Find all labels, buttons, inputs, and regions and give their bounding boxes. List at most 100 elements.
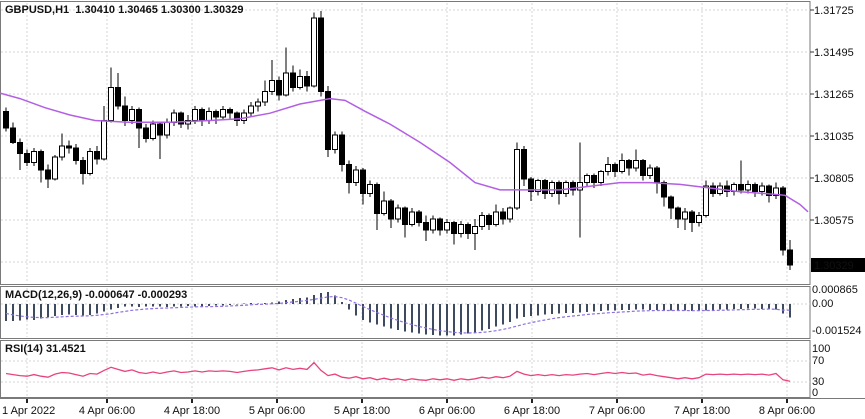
bear-candle: [38, 151, 44, 171]
bear-candle: [45, 169, 51, 180]
macd-signal-line: [5, 295, 791, 334]
time-axis-label: 6 Apr 06:00: [419, 405, 475, 417]
bear-candle: [528, 178, 534, 193]
price-axis-label: 1.31035: [814, 131, 854, 143]
rsi-axis-label: 100: [812, 343, 830, 355]
macd-histogram: [5, 291, 791, 336]
bear-candle: [465, 224, 471, 235]
chart-title-ohlc: GBPUSD,H1 1.30410 1.30465 1.30300 1.3032…: [5, 4, 244, 16]
bull-candle: [150, 123, 156, 140]
macd-axis-label: 0.00: [812, 298, 833, 310]
bull-candle: [297, 76, 303, 89]
bull-candle: [458, 224, 464, 235]
bull-candle: [31, 151, 37, 163]
bull-candle: [381, 200, 387, 215]
bull-candle: [633, 160, 639, 169]
bull-candle: [52, 156, 58, 180]
bull-candle: [395, 207, 401, 220]
macd-axis-label: 0.000865: [812, 284, 858, 296]
bear-candle: [451, 222, 457, 235]
time-axis-label: 4 Apr 18:00: [164, 405, 220, 417]
time-axis-label: 5 Apr 18:00: [334, 405, 390, 417]
bear-candle: [738, 183, 744, 191]
bear-candle: [276, 79, 282, 96]
rsi-panel[interactable]: [0, 340, 811, 398]
bull-candle: [682, 211, 688, 220]
bull-candle: [549, 182, 555, 195]
bear-candle: [710, 185, 716, 195]
bear-candle: [787, 249, 793, 266]
time-axis-label: 4 Apr 06:00: [79, 405, 135, 417]
bull-candle: [605, 163, 611, 173]
bear-candle: [157, 123, 163, 136]
bull-candle: [269, 79, 275, 92]
bull-candle: [619, 160, 625, 173]
time-axis-label: 5 Apr 06:00: [249, 405, 305, 417]
bear-candle: [437, 218, 443, 231]
bear-candle: [388, 200, 394, 220]
bear-candle: [199, 109, 205, 121]
bear-candle: [213, 110, 219, 118]
time-axis[interactable]: 1 Apr 2022 4 Apr 06:00 4 Apr 18:00 5 Apr 06…: [0, 398, 865, 418]
moving-average-line: [0, 92, 809, 213]
bull-candle: [696, 214, 702, 224]
bear-candle: [346, 163, 352, 184]
bull-candle: [472, 225, 478, 235]
bear-candle: [73, 147, 79, 162]
main-panel[interactable]: [0, 1, 811, 285]
bull-candle: [129, 109, 135, 121]
bull-candle: [409, 211, 415, 226]
bear-candle: [360, 169, 366, 195]
price-axis-label: 1.31725: [814, 5, 854, 17]
bear-candle: [780, 187, 786, 251]
bear-candle: [402, 207, 408, 226]
bear-candle: [416, 211, 422, 224]
bear-candle: [570, 182, 576, 191]
price-axis-label: 1.30805: [814, 173, 854, 185]
bull-candle: [255, 101, 261, 107]
bull-candle: [703, 185, 709, 216]
bear-candle: [325, 90, 331, 151]
bear-candle: [227, 109, 233, 114]
bear-candle: [612, 163, 618, 173]
bear-candle: [115, 87, 121, 107]
bear-candle: [542, 180, 548, 195]
macd-indicator-label: MACD(12,26,9) -0.000647 -0.000293: [5, 289, 188, 301]
bull-candle: [444, 222, 450, 231]
price-axis[interactable]: 1.31725 1.31495 1.31265 1.31035 1.30805 1.305…: [810, 5, 865, 272]
bear-candle: [668, 196, 674, 209]
rsi-axis-label: 30: [812, 376, 824, 388]
bear-candle: [178, 112, 184, 125]
bear-candle: [640, 160, 646, 176]
candles: [3, 10, 793, 271]
bear-candle: [136, 109, 142, 129]
price-axis-label: 1.31495: [814, 47, 854, 59]
bull-candle: [171, 112, 177, 123]
bull-candle: [101, 119, 107, 160]
bull-candle: [248, 105, 254, 114]
time-axis-label: 7 Apr 18:00: [674, 405, 730, 417]
bull-candle: [773, 187, 779, 196]
rsi-indicator-label: RSI(14) 31.4521: [5, 343, 86, 355]
rsi-axis-label: 0: [812, 387, 818, 399]
bull-candle: [535, 180, 541, 193]
bear-candle: [304, 76, 310, 87]
time-axis-label: 7 Apr 06:00: [589, 405, 645, 417]
bull-candle: [479, 214, 485, 227]
bear-candle: [689, 211, 695, 224]
bear-candle: [94, 151, 100, 160]
bull-candle: [87, 151, 93, 174]
bear-candle: [521, 149, 527, 180]
bear-candle: [290, 72, 296, 89]
price-axis-label: 1.31265: [814, 89, 854, 101]
bear-candle: [591, 174, 597, 184]
bull-candle: [353, 169, 359, 184]
time-axis-label: 8 Apr 06:00: [759, 405, 815, 417]
bull-candle: [164, 121, 170, 136]
bull-candle: [220, 109, 226, 118]
bear-candle: [766, 185, 772, 196]
bull-candle: [577, 182, 583, 191]
